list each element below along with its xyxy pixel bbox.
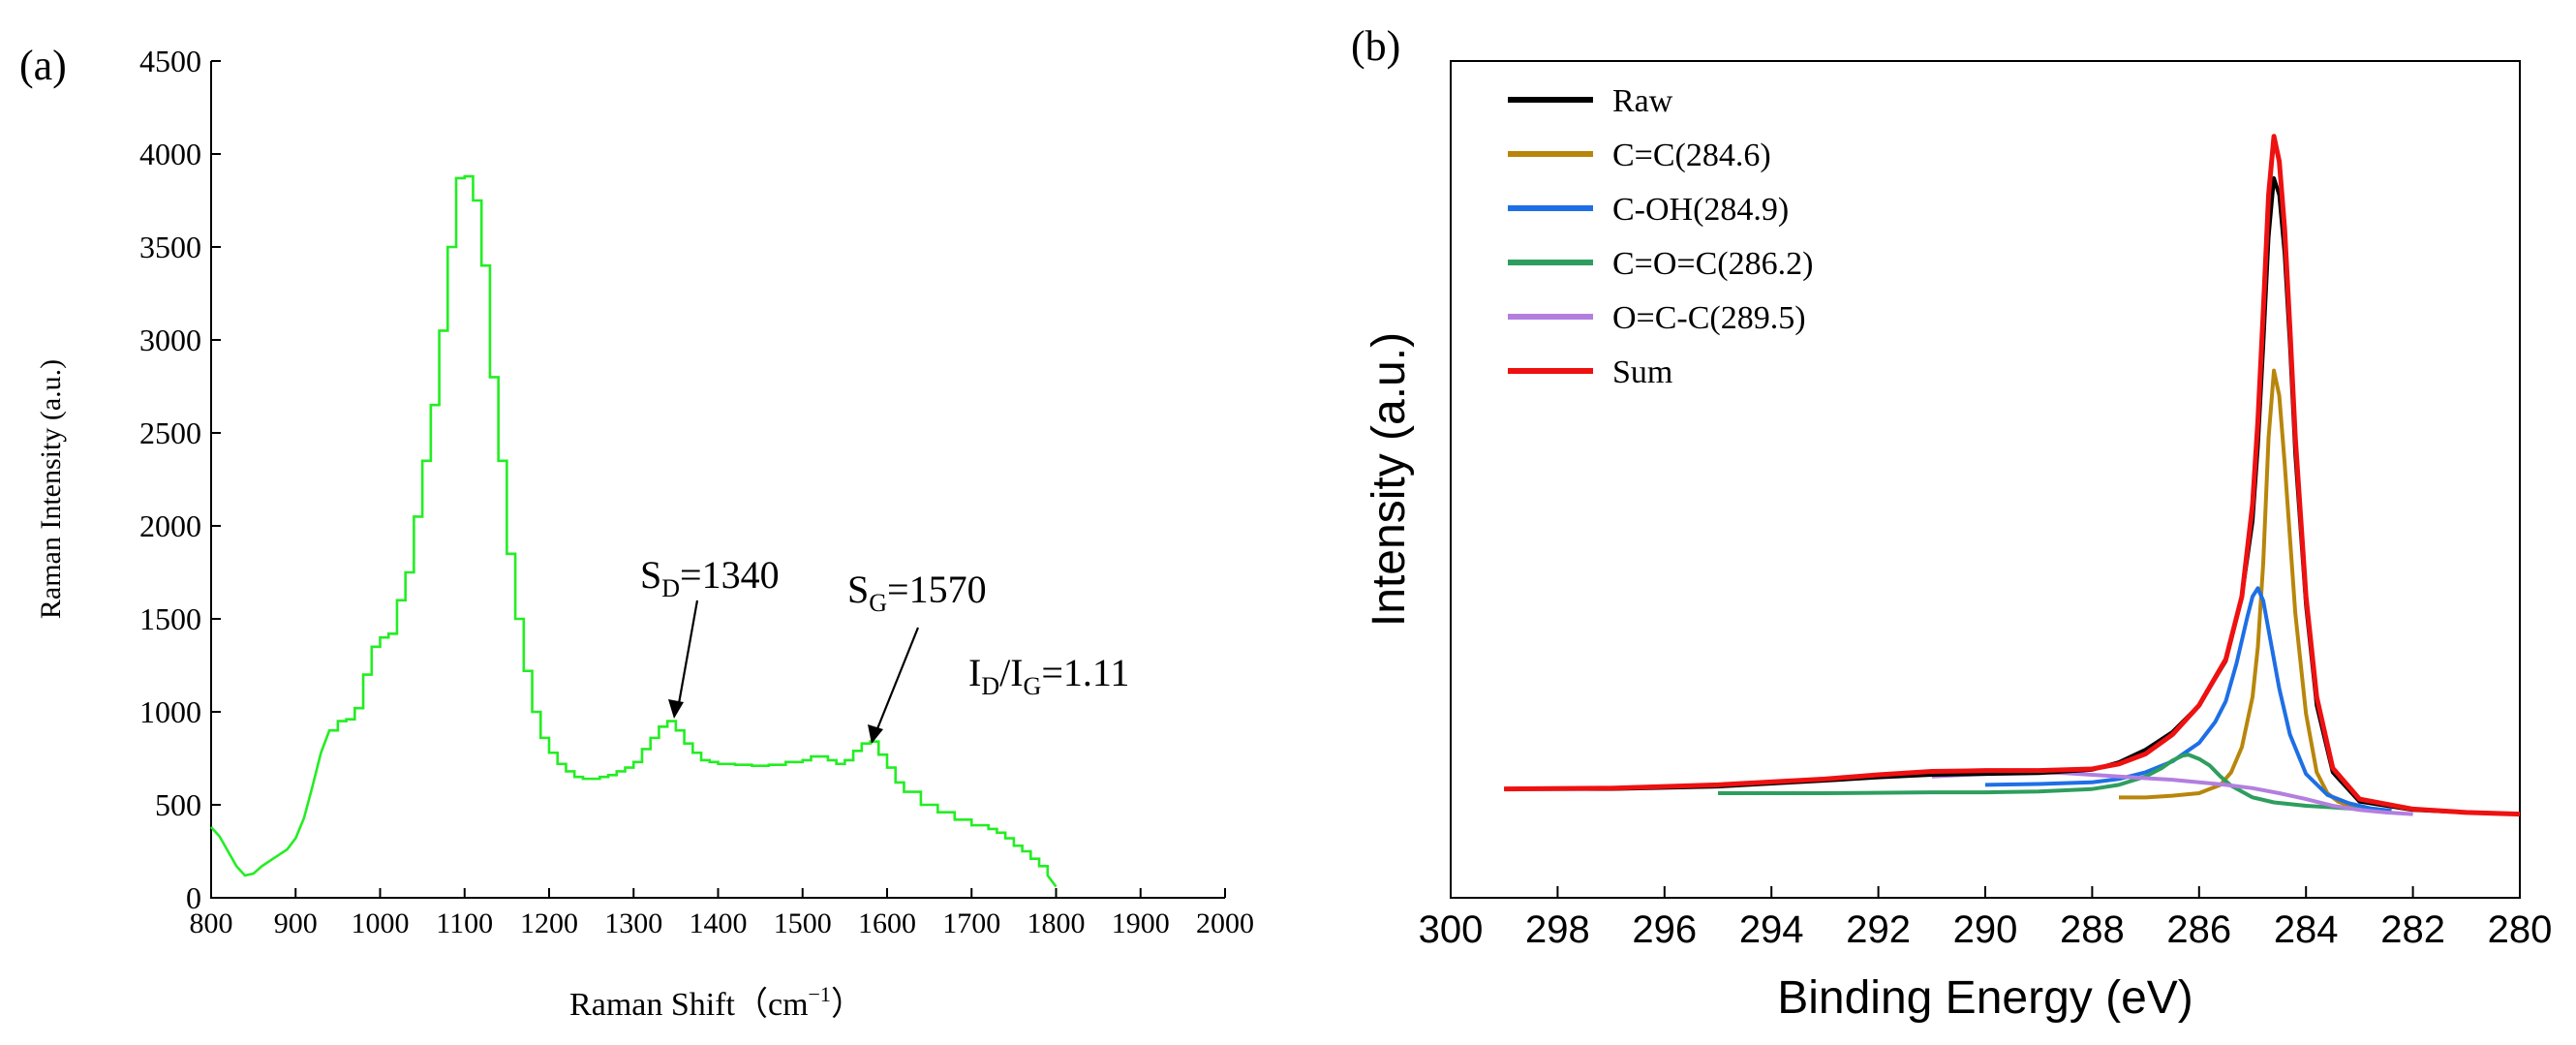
sg-value: =1570 — [887, 568, 987, 611]
panel-a-label: (a) — [19, 42, 67, 89]
legend-label-c-c-284-6: C=C(284.6) — [1612, 138, 1771, 173]
series-sum — [1504, 134, 2521, 817]
a-x-tick-label: 1100 — [436, 907, 493, 939]
sd-annotation: SD=1340 — [640, 553, 780, 719]
sg-arrow — [874, 627, 920, 732]
b-x-tick-label: 298 — [1525, 908, 1590, 951]
ratio-g: G — [1024, 672, 1042, 700]
legend-label-raw: Raw — [1612, 83, 1673, 119]
a-y-tick-label: 500 — [155, 787, 201, 822]
a-x-tick-label: 900 — [274, 907, 318, 939]
a-x-tick-label: 1800 — [1027, 907, 1086, 939]
ratio-value: =1.11 — [1041, 651, 1129, 694]
sg-annotation: SG=1570 — [847, 568, 987, 744]
ratio-d: D — [981, 672, 999, 700]
panel-b-x-ticks: 300 298 296 294 292 290 288 286 284 282 280 — [1419, 886, 2553, 951]
a-y-tick-label: 1500 — [139, 601, 201, 636]
series-c-oh-284-9 — [1984, 586, 2392, 814]
a-y-tick-label: 2000 — [139, 508, 201, 543]
series-c-c-284-6 — [2119, 368, 2361, 813]
b-x-tick-label: 284 — [2274, 908, 2339, 951]
panel-b-legend: Raw C=C(284.6) C-OH(284.9) C=O=C(286.2) O=C-… — [1508, 83, 1813, 390]
svg-text:ID/IG=1.11: ID/IG=1.11 — [968, 651, 1129, 700]
a-x-tick-label: 1300 — [604, 907, 662, 939]
b-x-tick-label: 296 — [1632, 908, 1697, 951]
a-y-tick-label: 4000 — [139, 137, 201, 171]
a-x-tick-label: 1600 — [858, 907, 916, 939]
panel-b-xps-chart: (b) Intensity (a.u.) 300 298 296 294 292 290 2… — [1351, 22, 2552, 1024]
panel-b-y-axis-label: Intensity (a.u.) — [1364, 332, 1415, 627]
panel-a-x-ticks: 800 900 1000 1100 1200 1300 1400 1500 1600 1700 18… — [190, 888, 1254, 939]
a-x-tick-label: 1500 — [774, 907, 832, 939]
ratio-annotation: ID/IG=1.11 — [968, 651, 1129, 700]
a-y-tick-label: 2500 — [139, 415, 201, 450]
a-x-tick-label: 1700 — [942, 907, 1000, 939]
b-x-tick-label: 290 — [1953, 908, 2018, 951]
panel-a-y-ticks: 0 500 1000 1500 2000 2500 3000 3500 4000 4500 — [139, 44, 221, 915]
legend-label-c-o-c-286-2: C=O=C(286.2) — [1612, 246, 1813, 282]
a-x-tick-label: 1200 — [520, 907, 578, 939]
ratio-slash: /I — [999, 651, 1023, 694]
svg-text:SD=1340: SD=1340 — [640, 553, 780, 602]
panel-a-x-axis-label: Raman Shift（cm−1） — [569, 982, 864, 1023]
sg-arrowhead — [868, 724, 883, 744]
b-x-tick-label: 300 — [1419, 908, 1484, 951]
b-x-tick-label: 282 — [2380, 908, 2445, 951]
a-y-tick-label: 1000 — [139, 694, 201, 729]
a-x-tick-label: 1000 — [352, 907, 410, 939]
sd-arrowhead — [668, 699, 684, 719]
panel-b-label: (b) — [1351, 22, 1400, 70]
sg-sub: G — [869, 589, 887, 617]
ratio-i: I — [968, 651, 981, 694]
legend-label-sum: Sum — [1612, 354, 1672, 390]
legend-label-o-c-c-289-5: O=C-C(289.5) — [1612, 300, 1806, 336]
sd-main: S — [640, 553, 661, 597]
b-x-tick-label: 288 — [2060, 908, 2125, 951]
a-y-tick-label: 4500 — [139, 44, 201, 78]
svg-text:SG=1570: SG=1570 — [847, 568, 987, 617]
a-y-tick-label: 3500 — [139, 230, 201, 264]
a-y-tick-label: 3000 — [139, 323, 201, 357]
sd-sub: D — [661, 574, 680, 602]
a-x-tick-label: 2000 — [1196, 907, 1254, 939]
a-x-tick-label: 1400 — [690, 907, 748, 939]
b-x-tick-label: 280 — [2488, 908, 2553, 951]
b-x-tick-label: 292 — [1846, 908, 1911, 951]
a-x-tick-label: 800 — [190, 907, 233, 939]
a-y-tick-label: 0 — [186, 880, 201, 915]
series-c-o-c-286-2 — [1718, 753, 2360, 812]
b-x-tick-label: 286 — [2166, 908, 2231, 951]
a-x-tick-label: 1900 — [1112, 907, 1170, 939]
panel-a-raman-curve — [210, 174, 1058, 888]
sd-value: =1340 — [680, 553, 780, 597]
legend-label-c-oh-284-9: C-OH(284.9) — [1612, 192, 1789, 228]
sg-main: S — [847, 568, 869, 611]
panel-a-raman-chart: (a) Raman Intensity (a.u.) 0 500 1000 1500 2… — [19, 42, 1254, 1023]
panel-b-series — [1504, 134, 2521, 817]
panel-a-axes-frame — [210, 61, 1225, 899]
panel-b-x-axis-label: Binding Energy (eV) — [1777, 972, 2193, 1024]
sd-arrow — [676, 599, 699, 710]
b-x-tick-label: 294 — [1739, 908, 1804, 951]
panel-a-y-axis-label: Raman Intensity (a.u.) — [35, 359, 67, 619]
